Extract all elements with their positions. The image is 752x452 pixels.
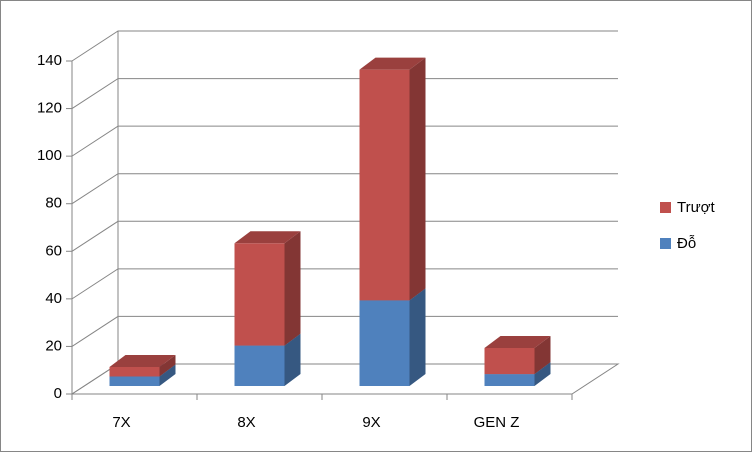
legend-label: Trượt (677, 199, 715, 216)
bar-top (484, 335, 551, 348)
bar-segment (484, 374, 535, 386)
x-tick-label: 8X (237, 414, 255, 431)
y-tick-label: 140 (37, 52, 62, 69)
bar-side (534, 335, 551, 375)
bar-segment (234, 243, 285, 346)
bar-side (534, 362, 551, 386)
bar-side (159, 364, 176, 386)
bar-segment (109, 376, 160, 386)
bar-segment (484, 347, 535, 375)
y-tick-label: 100 (37, 147, 62, 164)
bar-segment (109, 366, 160, 377)
bar-side (159, 354, 176, 377)
bar-top (359, 57, 426, 70)
x-tick-label: GEN Z (474, 414, 520, 431)
y-tick-label: 20 (45, 337, 62, 354)
bar-side (409, 288, 426, 386)
legend-swatch (660, 238, 671, 249)
y-tick-label: 80 (45, 195, 62, 212)
legend-swatch (660, 202, 671, 213)
bar-side (284, 231, 301, 346)
y-tick-label: 0 (54, 385, 62, 402)
legend-label: Đỗ (677, 235, 696, 252)
bar-side (409, 57, 426, 301)
bar-segment (359, 69, 410, 301)
bar-side (284, 333, 301, 386)
bar-top (234, 231, 301, 244)
y-tick-label: 40 (45, 290, 62, 307)
x-tick-label: 9X (362, 414, 380, 431)
bar-top (109, 354, 176, 367)
y-tick-label: 60 (45, 242, 62, 259)
x-tick-label: 7X (112, 414, 130, 431)
y-tick-label: 120 (37, 100, 62, 117)
bar-segment (234, 345, 285, 386)
bar-segment (359, 300, 410, 386)
